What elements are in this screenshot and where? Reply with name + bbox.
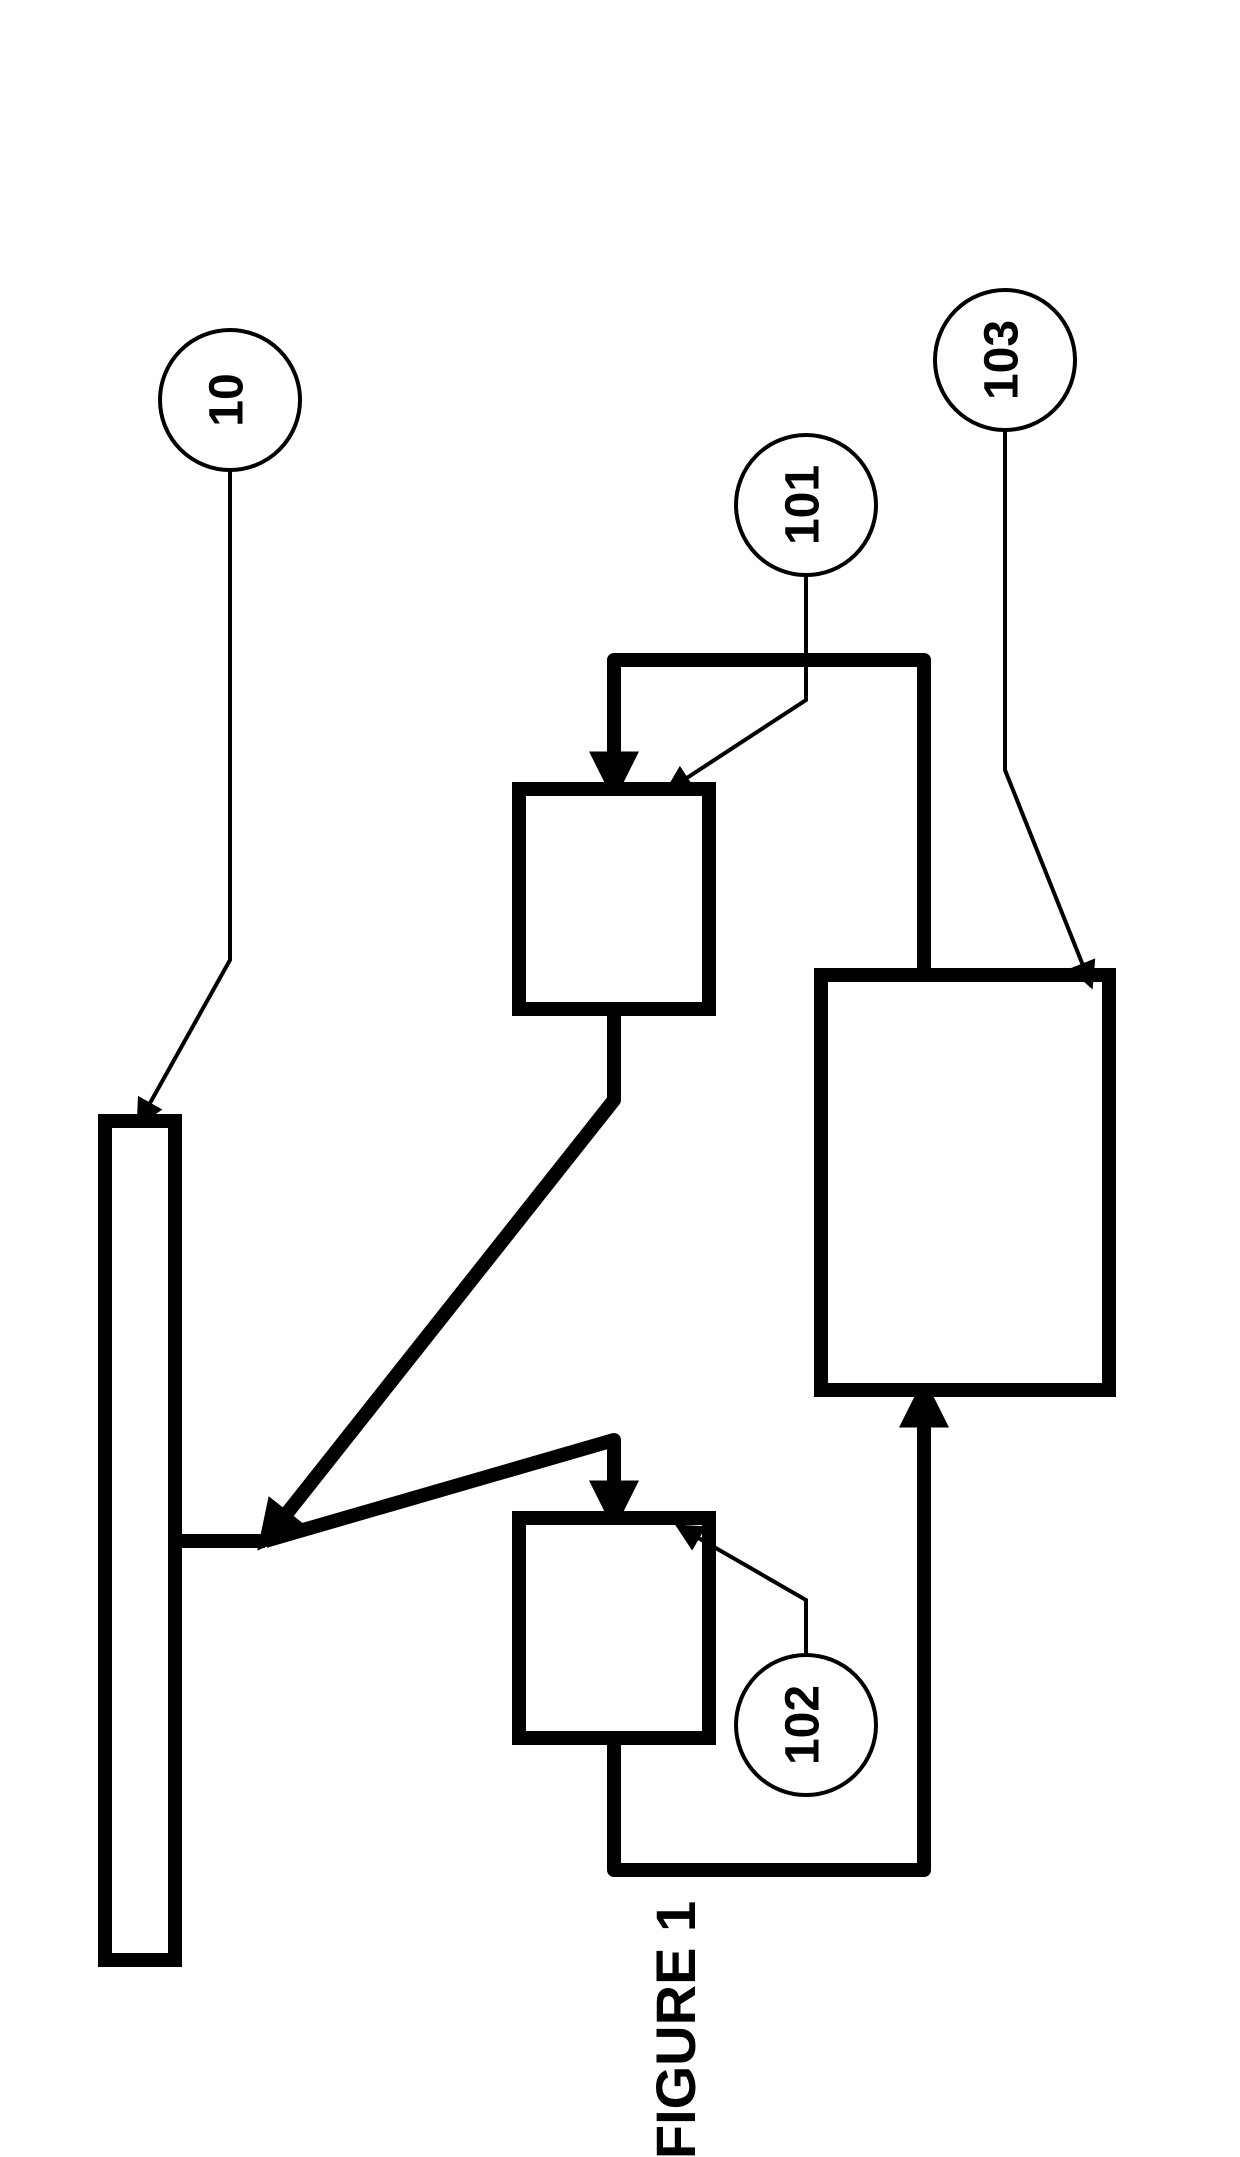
callout-label-c103: 103 xyxy=(976,320,1029,400)
node-box_101 xyxy=(519,789,709,1009)
callout-leader-c101 xyxy=(670,575,806,789)
callout-label-c101: 101 xyxy=(777,465,830,545)
callout-label-c10: 10 xyxy=(201,373,254,426)
figure-caption: FIGURE 1 xyxy=(644,1901,707,2157)
node-box_10 xyxy=(105,1121,175,1960)
callout-leader-c103 xyxy=(1005,430,1090,983)
node-box_102 xyxy=(519,1518,709,1738)
callout-label-c102: 102 xyxy=(777,1685,830,1765)
node-box_103 xyxy=(821,975,1109,1390)
callout-leader-c10 xyxy=(140,470,230,1121)
